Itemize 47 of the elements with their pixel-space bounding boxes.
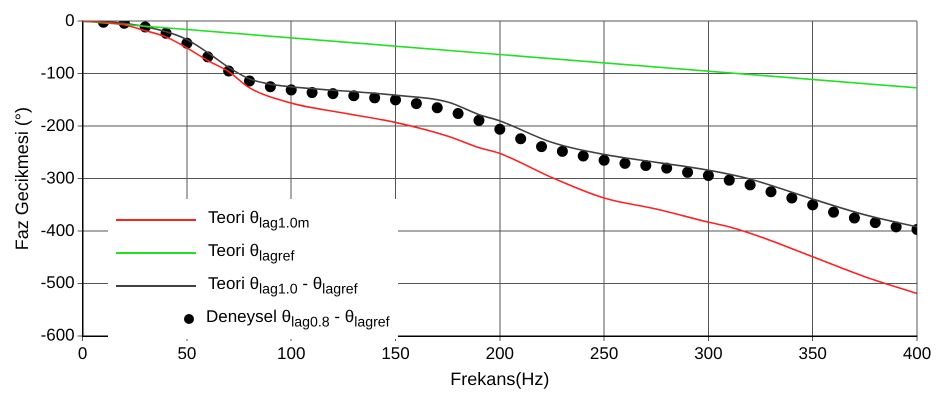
y-tick-label: -600 — [40, 326, 75, 345]
point — [702, 170, 714, 181]
point — [410, 98, 422, 110]
legend-label: Teori θ$_{lag1.0}$ - θ$_{lagref}$ — [208, 274, 358, 298]
point — [578, 150, 589, 162]
point — [598, 154, 610, 166]
x-tick-label: 100 — [277, 344, 306, 363]
x-tick-label: 400 — [902, 344, 932, 363]
legend-label: Teori θ$_{lagref}$ — [208, 240, 294, 264]
point — [682, 166, 694, 178]
y-tick-label: -100 — [40, 63, 75, 82]
point — [494, 124, 506, 135]
y-tick-label: -200 — [40, 116, 75, 135]
point — [452, 108, 464, 120]
point — [828, 206, 840, 218]
x-tick-label: 250 — [590, 344, 618, 363]
point — [848, 212, 860, 224]
point — [536, 141, 548, 152]
point — [556, 146, 568, 157]
legend-label: Teori θ$_{lag1.0m}$ — [208, 208, 310, 232]
x-tick-label: 200 — [486, 344, 514, 363]
y-axis-title: Faz Gecikmesi (°) — [12, 106, 32, 250]
point — [473, 114, 484, 126]
point — [640, 160, 652, 171]
point — [724, 174, 735, 186]
x-tick-label: 0 — [78, 344, 88, 363]
x-axis-title: Frekans(Hz) — [450, 369, 550, 390]
y-tick-label: -500 — [40, 273, 75, 292]
y-tick-label: -400 — [40, 220, 75, 240]
x-tick-label: 50 — [177, 344, 196, 363]
point — [765, 186, 776, 198]
y-tick-label: 0 — [65, 10, 75, 30]
x-tick-label: 300 — [694, 344, 723, 363]
point — [369, 92, 380, 104]
y-tick-label: -300 — [40, 168, 75, 188]
point — [870, 217, 881, 228]
point — [807, 199, 818, 210]
point — [432, 102, 443, 114]
point — [390, 94, 402, 106]
point — [786, 192, 798, 204]
point — [515, 133, 526, 144]
legend-label: Deneysel θ$_{lag0.8}$ - θ$_{lagref}$ — [206, 306, 390, 330]
x-tick-label: 150 — [381, 344, 410, 363]
x-tick-label: 350 — [798, 344, 827, 363]
point — [619, 158, 630, 169]
point — [890, 221, 902, 232]
point — [744, 179, 756, 190]
